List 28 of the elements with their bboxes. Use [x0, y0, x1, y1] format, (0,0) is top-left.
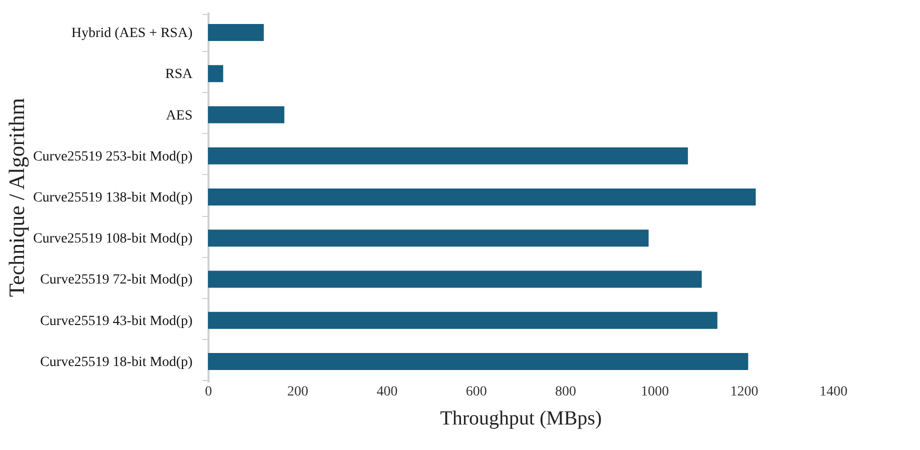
y-tick-label: Curve25519 18-bit Mod(p) — [40, 354, 193, 370]
x-tick-label: 800 — [555, 384, 576, 400]
bar — [208, 106, 284, 124]
y-tick-label: AES — [166, 108, 192, 124]
y-axis-title: Technique / Algorithm — [4, 98, 30, 297]
x-tick-label: 1000 — [640, 384, 669, 400]
bar — [208, 270, 702, 288]
x-tick-label: 600 — [466, 384, 487, 400]
bar — [208, 24, 264, 42]
bar — [208, 230, 649, 247]
x-tick-label: 0 — [205, 384, 212, 400]
x-axis-title: Throughput (MBps) — [440, 408, 602, 430]
x-tick-label: 1400 — [820, 384, 848, 400]
y-tick-label: Curve25519 108-bit Mod(p) — [33, 232, 193, 247]
x-tick-label: 400 — [376, 384, 398, 400]
y-tick-label: Hybrid (AES + RSA) — [71, 26, 193, 42]
bar — [208, 312, 718, 329]
bar — [208, 188, 756, 206]
y-tick-label: Curve25519 72-bit Mod(p) — [40, 272, 193, 288]
bar — [208, 65, 224, 82]
y-tick-label: Curve25519 253-bit Mod(p) — [33, 149, 193, 164]
x-tick-label: 200 — [287, 384, 308, 400]
y-tick-label: Curve25519 43-bit Mod(p) — [40, 314, 193, 329]
bar — [208, 147, 688, 164]
y-tick-label: Curve25519 138-bit Mod(p) — [33, 190, 193, 206]
y-tick-label: RSA — [165, 67, 194, 82]
bar — [208, 352, 748, 370]
x-tick-label: 1200 — [730, 384, 758, 400]
